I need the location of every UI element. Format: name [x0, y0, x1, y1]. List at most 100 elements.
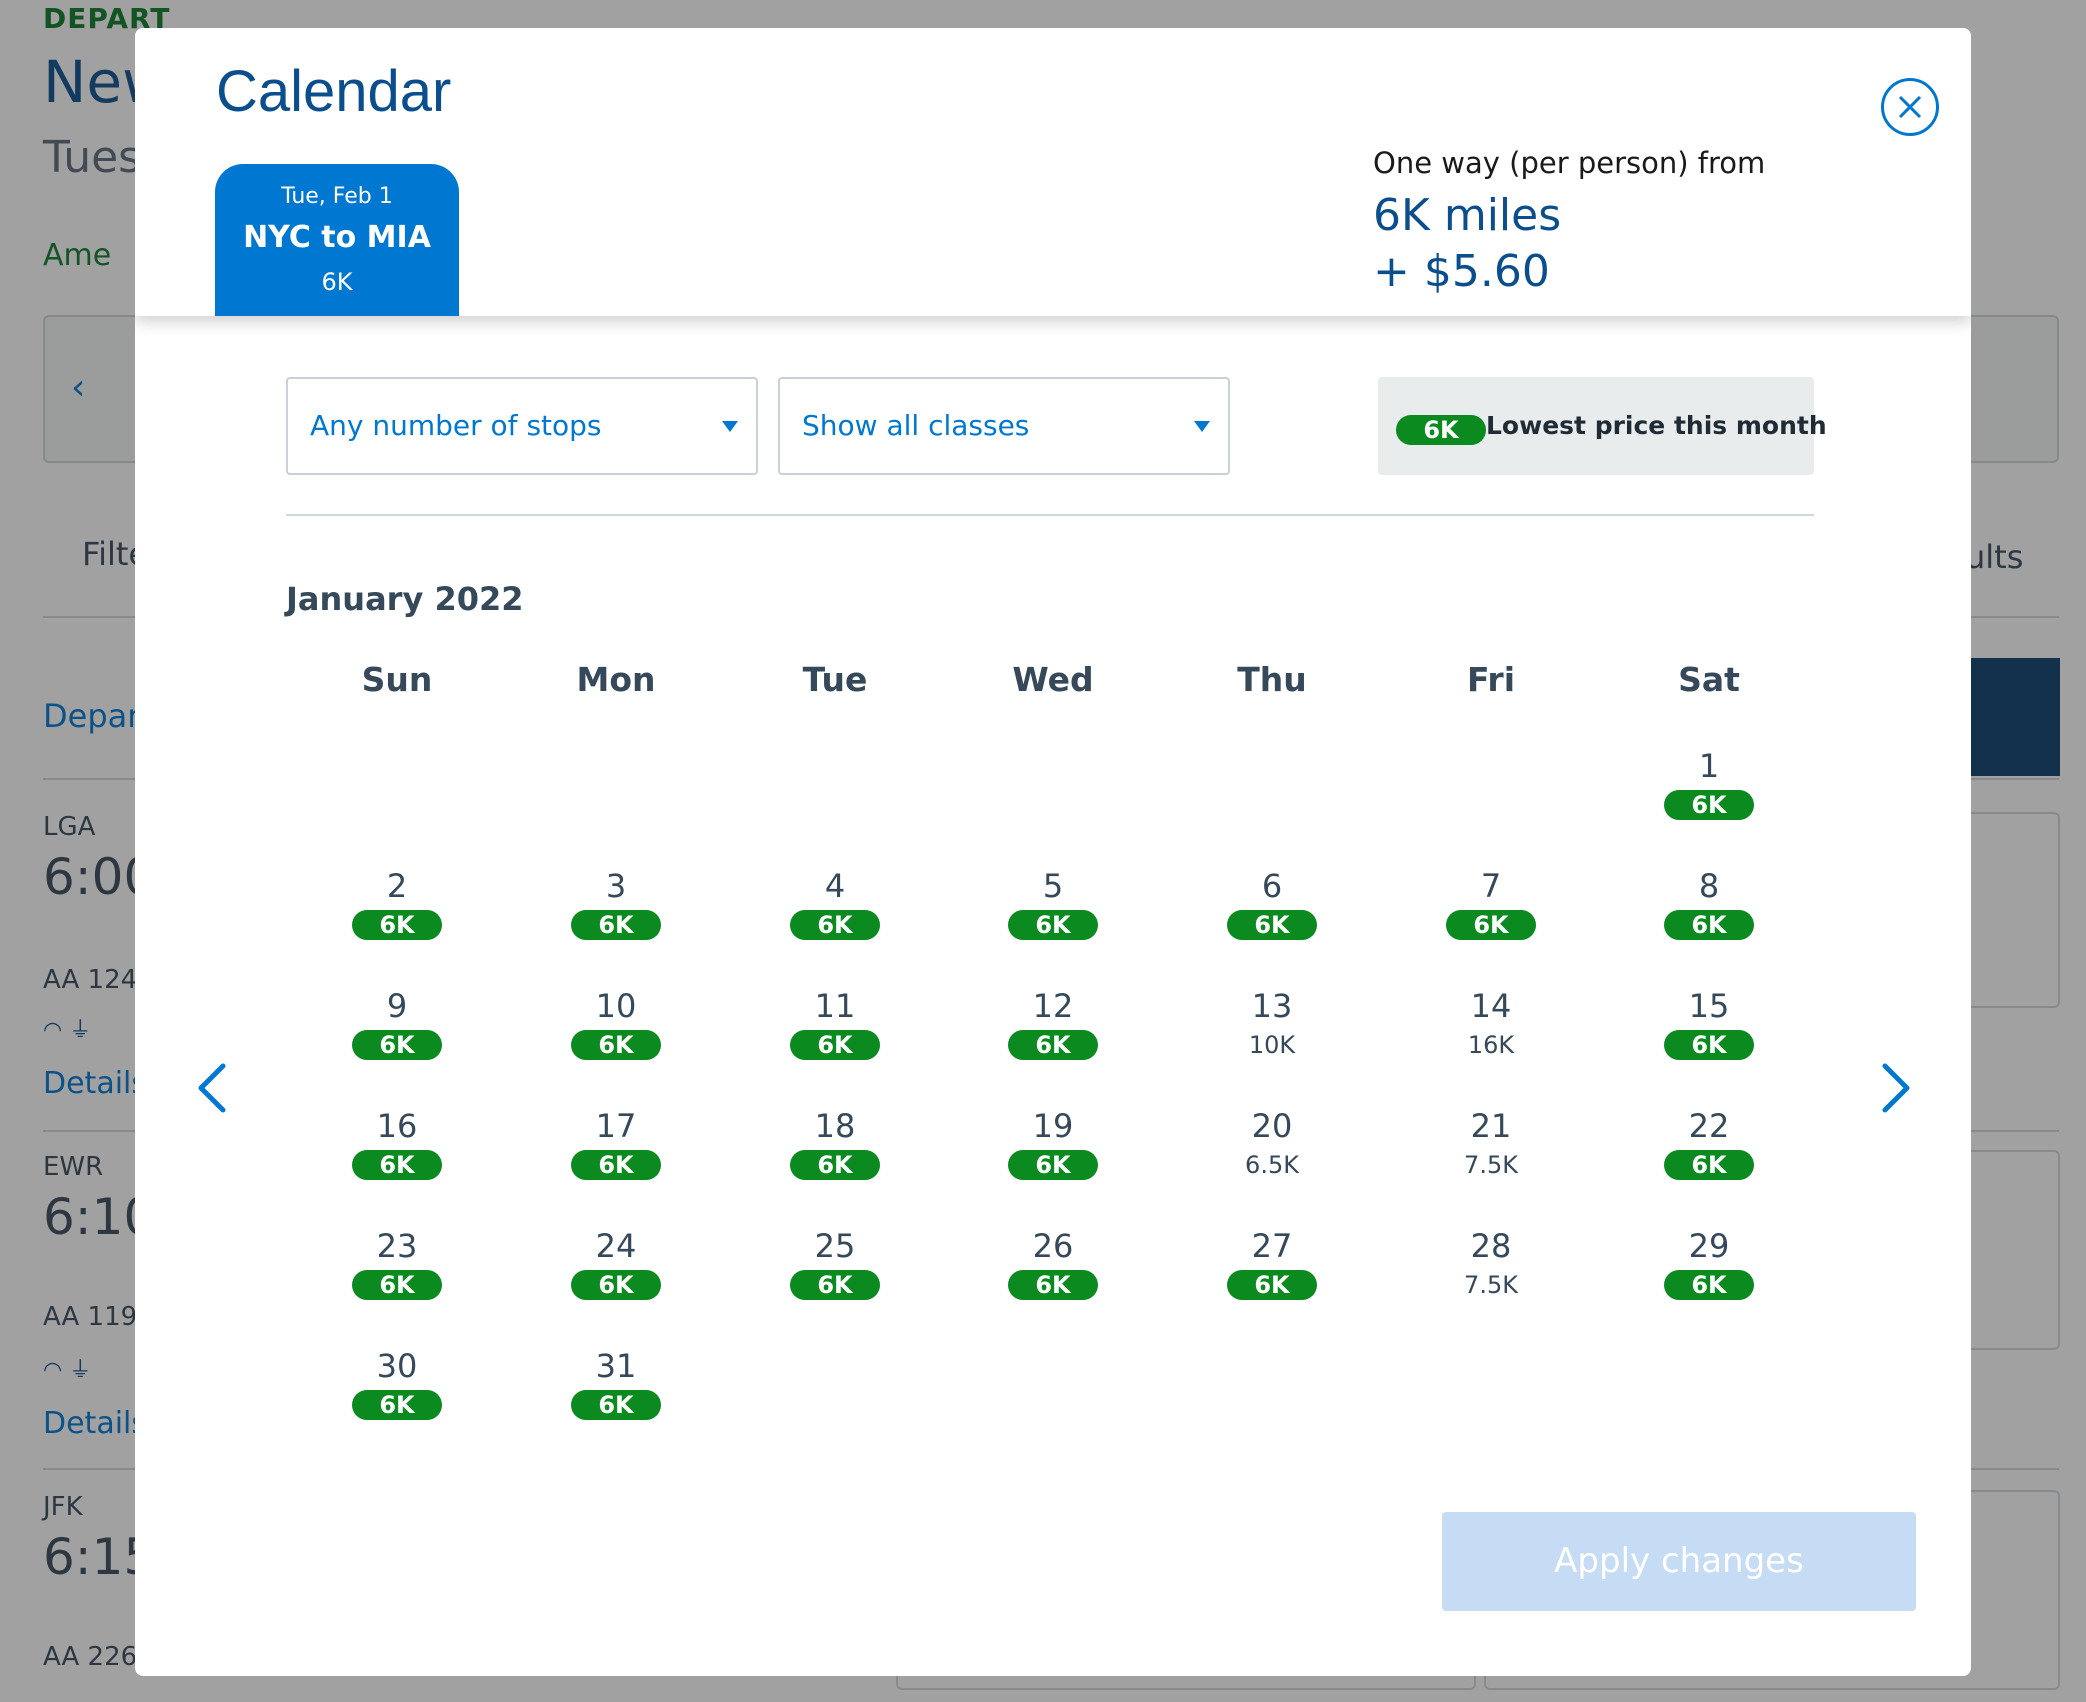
stops-select[interactable]: Any number of stops	[286, 377, 758, 475]
chevron-right-icon	[1882, 1063, 1910, 1113]
chevron-left-icon[interactable]: ‹	[71, 367, 86, 408]
calendar-day[interactable]: 20 6.5K	[1202, 1106, 1342, 1180]
trip-tab[interactable]: Tue, Feb 1 NYC to MIA 6K	[215, 164, 459, 316]
day-number: 21	[1470, 1107, 1512, 1145]
day-price: 7.5K	[1464, 1151, 1518, 1179]
calendar-day[interactable]: 28 7.5K	[1421, 1226, 1561, 1300]
stops-select-value: Any number of stops	[310, 409, 602, 442]
close-button[interactable]	[1881, 78, 1939, 136]
calendar-day[interactable]: 1 6K	[1639, 746, 1779, 820]
lowest-price-pill: 6K	[1008, 910, 1098, 940]
day-number: 20	[1251, 1107, 1293, 1145]
next-month-button[interactable]	[1871, 1058, 1921, 1118]
day-number: 8	[1698, 867, 1720, 905]
calendar-day[interactable]: 3 6K	[546, 866, 686, 940]
lowest-price-pill: 6K	[352, 1390, 442, 1420]
lowest-price-pill: 6K	[571, 1030, 661, 1060]
details-link[interactable]: Details	[43, 1066, 148, 1101]
calendar-day[interactable]: 22 6K	[1639, 1106, 1779, 1180]
lowest-price-pill: 6K	[1664, 910, 1754, 940]
day-price: 10K	[1248, 1031, 1296, 1059]
calendar-day[interactable]: 18 6K	[765, 1106, 905, 1180]
modal-title: Calendar	[216, 59, 452, 124]
day-number: 11	[814, 987, 856, 1025]
day-number: 31	[595, 1347, 637, 1385]
wifi-power-icon: ◠ ⏚	[43, 1018, 92, 1043]
day-number: 15	[1688, 987, 1730, 1025]
weekday-header: Sat	[1678, 660, 1740, 699]
classes-select-value: Show all classes	[802, 409, 1030, 442]
flight-airport: JFK	[43, 1492, 83, 1522]
weekday-header: Tue	[802, 660, 868, 699]
weekday-header: Mon	[576, 660, 656, 699]
calendar-day[interactable]: 21 7.5K	[1421, 1106, 1561, 1180]
calendar-day[interactable]: 11 6K	[765, 986, 905, 1060]
calendar-day[interactable]: 25 6K	[765, 1226, 905, 1300]
day-number: 22	[1688, 1107, 1730, 1145]
lowest-price-pill: 6K	[1008, 1270, 1098, 1300]
lowest-price-pill: 6K	[571, 1390, 661, 1420]
legend-pill: 6K	[1396, 415, 1486, 445]
lowest-price-pill: 6K	[352, 1150, 442, 1180]
day-number: 10	[595, 987, 637, 1025]
calendar-day[interactable]: 14 16K	[1421, 986, 1561, 1060]
day-price: 6.5K	[1245, 1151, 1299, 1179]
price-cash: + $5.60	[1373, 246, 1550, 297]
calendar-day[interactable]: 27 6K	[1202, 1226, 1342, 1300]
apply-changes-button[interactable]: Apply changes	[1442, 1512, 1916, 1611]
day-number: 16	[376, 1107, 418, 1145]
results-count: ults	[1965, 538, 2024, 576]
calendar-day[interactable]: 17 6K	[546, 1106, 686, 1180]
calendar-day[interactable]: 23 6K	[327, 1226, 467, 1300]
day-number: 28	[1470, 1227, 1512, 1265]
day-number: 17	[595, 1107, 637, 1145]
lowest-price-pill: 6K	[571, 1270, 661, 1300]
notice-text: Ame	[43, 238, 112, 273]
lowest-price-pill: 6K	[1227, 910, 1317, 940]
classes-select[interactable]: Show all classes	[778, 377, 1230, 475]
day-price: 16K	[1467, 1031, 1515, 1059]
trip-tab-route: NYC to MIA	[243, 220, 431, 255]
trip-tab-miles: 6K	[321, 268, 353, 296]
details-link[interactable]: Details	[43, 1406, 148, 1441]
calendar-day[interactable]: 5 6K	[983, 866, 1123, 940]
calendar-day[interactable]: 29 6K	[1639, 1226, 1779, 1300]
day-number: 5	[1042, 867, 1064, 905]
month-title: January 2022	[286, 580, 524, 618]
calendar-day[interactable]: 15 6K	[1639, 986, 1779, 1060]
lowest-price-pill: 6K	[1664, 1030, 1754, 1060]
modal-header: Calendar Tue, Feb 1 NYC to MIA 6K One wa…	[135, 28, 1971, 316]
calendar-day[interactable]: 9 6K	[327, 986, 467, 1060]
calendar-day[interactable]: 2 6K	[327, 866, 467, 940]
day-number: 30	[376, 1347, 418, 1385]
calendar-day[interactable]: 6 6K	[1202, 866, 1342, 940]
select-button[interactable]	[1960, 658, 2060, 776]
price-label: One way (per person) from	[1373, 146, 1766, 180]
day-number: 26	[1032, 1227, 1074, 1265]
calendar-day[interactable]: 4 6K	[765, 866, 905, 940]
lowest-price-pill: 6K	[1227, 1270, 1317, 1300]
trip-tab-date: Tue, Feb 1	[281, 184, 393, 209]
calendar-day[interactable]: 24 6K	[546, 1226, 686, 1300]
calendar-day[interactable]: 12 6K	[983, 986, 1123, 1060]
prev-month-button[interactable]	[187, 1058, 237, 1118]
day-price: 7.5K	[1464, 1271, 1518, 1299]
calendar-day[interactable]: 30 6K	[327, 1346, 467, 1420]
caret-down-icon	[722, 421, 738, 432]
depart-sort-link[interactable]: Depar	[43, 697, 141, 735]
lowest-price-pill: 6K	[1008, 1030, 1098, 1060]
calendar-day[interactable]: 19 6K	[983, 1106, 1123, 1180]
day-number: 4	[824, 867, 846, 905]
day-number: 12	[1032, 987, 1074, 1025]
calendar-day[interactable]: 8 6K	[1639, 866, 1779, 940]
calendar-day[interactable]: 31 6K	[546, 1346, 686, 1420]
calendar-day[interactable]: 16 6K	[327, 1106, 467, 1180]
lowest-price-pill: 6K	[352, 1270, 442, 1300]
calendar-day[interactable]: 7 6K	[1421, 866, 1561, 940]
calendar-day[interactable]: 13 10K	[1202, 986, 1342, 1060]
calendar-day[interactable]: 10 6K	[546, 986, 686, 1060]
calendar-day[interactable]: 26 6K	[983, 1226, 1123, 1300]
lowest-price-pill: 6K	[571, 910, 661, 940]
day-number: 19	[1032, 1107, 1074, 1145]
day-number: 14	[1470, 987, 1512, 1025]
